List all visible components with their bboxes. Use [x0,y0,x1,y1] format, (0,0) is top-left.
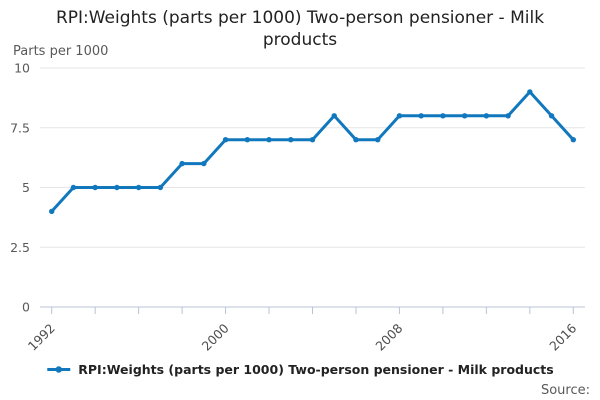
x-tick-label: 1992 [25,321,58,354]
y-axis-unit-label: Parts per 1000 [13,44,109,59]
data-point [353,137,359,143]
data-point [548,113,555,119]
x-tick-label: 2000 [199,320,232,353]
y-tick-label: 7.5 [10,120,30,135]
data-point [396,113,403,119]
data-point [505,113,511,119]
x-tick-label: 2008 [372,320,405,353]
data-point [70,184,77,191]
data-point [570,137,576,143]
data-point [440,113,446,119]
y-tick-label: 10 [14,61,30,76]
data-point [157,184,164,191]
source-label: Source: [540,383,590,398]
data-point [222,137,229,143]
data-point [244,137,250,143]
y-tick-label: 5 [22,180,30,195]
data-point [483,113,490,119]
data-point [418,113,424,119]
data-point [375,137,381,143]
data-point [331,113,337,119]
data-point [461,113,468,119]
data-point [309,137,316,143]
data-point [266,137,272,143]
data-point [135,184,142,191]
data-point [288,137,294,143]
x-tick-label: 2016 [546,320,579,353]
y-tick-label: 0 [22,300,30,315]
data-point [114,184,120,191]
data-point [179,160,185,167]
data-point [92,184,98,191]
legend-dot [55,366,62,373]
y-tick-label: 2.5 [10,240,30,255]
legend-line-dot-icon [47,366,71,373]
legend-label: RPI:Weights (parts per 1000) Two-person … [78,362,554,377]
data-point [527,89,533,95]
chart-title: RPI:Weights (parts per 1000) Two-person … [55,8,545,51]
series-line [50,90,575,213]
data-point [49,208,55,215]
data-point [201,160,207,167]
legend: RPI:Weights (parts per 1000) Two-person … [46,362,554,377]
